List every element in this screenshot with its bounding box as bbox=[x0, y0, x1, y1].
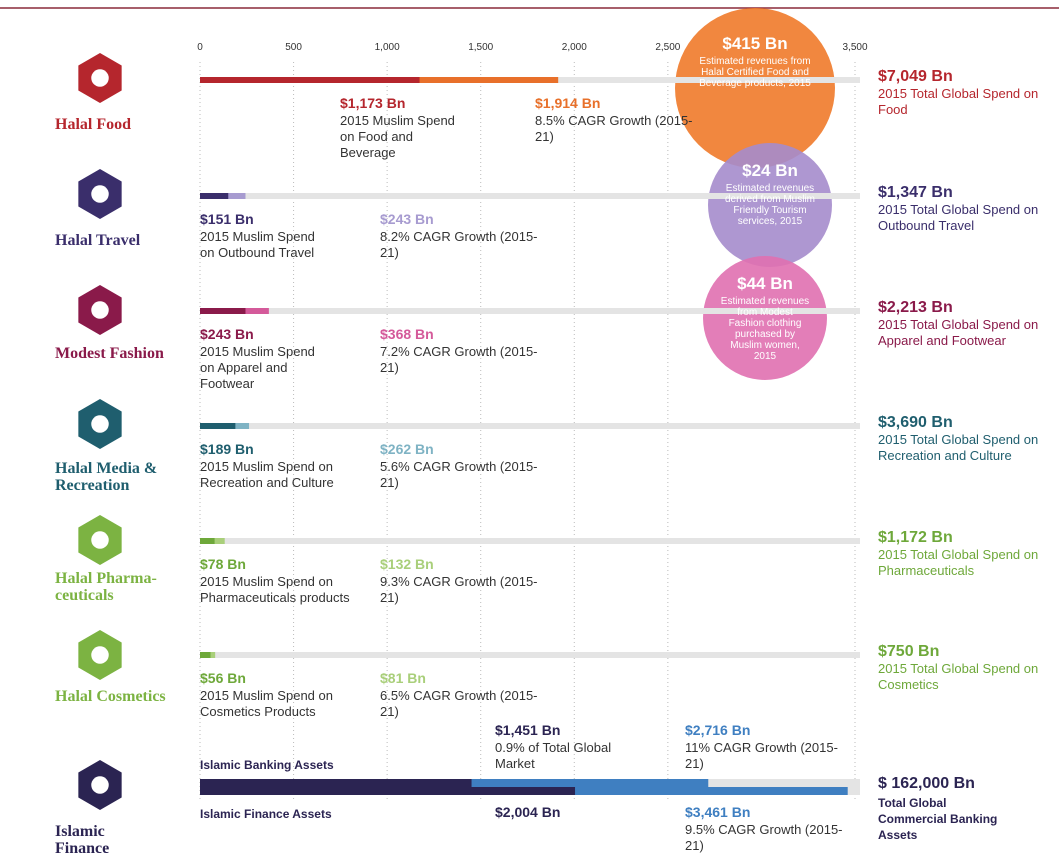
bar bbox=[200, 652, 211, 658]
bubble-value: $24 Bn bbox=[742, 160, 798, 180]
total-label: $7,049 Bn bbox=[878, 68, 953, 85]
value-label: $56 Bn bbox=[200, 670, 246, 686]
x-tick-label: 500 bbox=[285, 42, 302, 53]
bar-track bbox=[200, 652, 860, 658]
bubble-value: $44 Bn bbox=[737, 273, 793, 293]
value-note: 11% CAGR Growth (2015-21) bbox=[685, 740, 838, 771]
value-note: 2015 Muslim Spend on Outbound Travel bbox=[200, 229, 315, 260]
value-note: 6.5% CAGR Growth (2015-21) bbox=[380, 688, 538, 719]
total-note: 2015 Total Global Spend on Cosmetics bbox=[878, 661, 1039, 692]
total-label: $1,172 Bn bbox=[878, 529, 953, 546]
total-note: 2015 Total Global Spend on Food bbox=[878, 86, 1039, 117]
value-label: $3,461 Bn bbox=[685, 804, 751, 820]
bubble bbox=[708, 143, 832, 267]
bar bbox=[200, 308, 246, 314]
bar bbox=[200, 787, 576, 795]
value-label: $243 Bn bbox=[380, 211, 434, 227]
total-note: 2015 Total Global Spend on Recreation an… bbox=[878, 432, 1039, 463]
value-note: 0.9% of Total Global Market bbox=[495, 740, 612, 771]
value-label: $132 Bn bbox=[380, 556, 434, 572]
bar bbox=[200, 77, 420, 83]
value-label: $189 Bn bbox=[200, 441, 254, 457]
x-tick-label: 0 bbox=[197, 42, 203, 53]
sector-name: Halal Cosmetics bbox=[55, 688, 166, 705]
value-label: $2,716 Bn bbox=[685, 722, 751, 738]
bar-track bbox=[200, 538, 860, 544]
sector-name: Modest Fashion bbox=[55, 345, 164, 362]
value-note: 8.5% CAGR Growth (2015-21) bbox=[535, 113, 693, 144]
bar bbox=[200, 779, 472, 787]
icon-glyph bbox=[91, 776, 109, 794]
bar-track bbox=[200, 193, 860, 199]
value-note: 2015 Muslim Spend on Food and Beverage bbox=[340, 113, 455, 160]
sector-name: Halal Media & Recreation bbox=[55, 460, 158, 494]
total-label: $3,690 Bn bbox=[878, 414, 953, 431]
bar bbox=[200, 538, 215, 544]
bubble bbox=[675, 8, 835, 168]
value-label: $1,451 Bn bbox=[495, 722, 561, 738]
value-label: $368 Bn bbox=[380, 326, 434, 342]
row-name: Islamic Banking Assets bbox=[200, 758, 334, 772]
value-label: $243 Bn bbox=[200, 326, 254, 342]
bubble-note: Estimated revenues from Halal Certified … bbox=[699, 56, 811, 89]
sector-name: Halal Pharma-ceuticals bbox=[55, 570, 157, 604]
value-note: 2015 Muslim Spend on Apparel and Footwea… bbox=[200, 344, 315, 391]
value-note: 2015 Muslim Spend on Recreation and Cult… bbox=[200, 459, 334, 490]
value-note: 2015 Muslim Spend on Cosmetics Products bbox=[200, 688, 333, 719]
value-label: $151 Bn bbox=[200, 211, 254, 227]
bubble-note: Estimated revenues from Modest Fashion c… bbox=[720, 295, 810, 362]
value-label: $1,914 Bn bbox=[535, 95, 601, 111]
value-label: $81 Bn bbox=[380, 670, 426, 686]
icon-glyph bbox=[91, 185, 109, 203]
total-note: 2015 Total Global Spend on Pharmaceutica… bbox=[878, 547, 1039, 578]
value-note: 2015 Muslim Spend on Pharmaceuticals pro… bbox=[200, 574, 350, 605]
sector-name: Halal Travel bbox=[55, 232, 141, 249]
value-note: 9.5% CAGR Growth (2015-21) bbox=[685, 822, 843, 853]
row-name: Islamic Finance Assets bbox=[200, 807, 332, 821]
x-tick-label: 1,500 bbox=[468, 42, 494, 53]
value-note: 9.3% CAGR Growth (2015-21) bbox=[380, 574, 538, 605]
bubble-note: Estimated revenues derived from Muslim F… bbox=[724, 182, 816, 227]
value-label: $2,004 Bn bbox=[495, 804, 561, 820]
icon-glyph bbox=[91, 646, 109, 664]
total-label: $1,347 Bn bbox=[878, 184, 953, 201]
bar bbox=[200, 193, 229, 199]
value-label: $78 Bn bbox=[200, 556, 246, 572]
bubble bbox=[703, 256, 827, 380]
value-note: 5.6% CAGR Growth (2015-21) bbox=[380, 459, 538, 490]
value-label: $1,173 Bn bbox=[340, 95, 406, 111]
total-note: 2015 Total Global Spend on Apparel and F… bbox=[878, 317, 1039, 348]
sector-name: Islamic Finance bbox=[55, 823, 110, 857]
value-label: $262 Bn bbox=[380, 441, 434, 457]
x-tick-label: 1,000 bbox=[374, 42, 400, 53]
icon-glyph bbox=[91, 69, 109, 87]
icon-glyph bbox=[91, 301, 109, 319]
bar bbox=[200, 423, 236, 429]
x-tick-label: 2,500 bbox=[655, 42, 681, 53]
x-tick-label: 3,500 bbox=[842, 42, 868, 53]
bar-track bbox=[200, 423, 860, 429]
total-note: 2015 Total Global Spend on Outbound Trav… bbox=[878, 202, 1039, 233]
icon-glyph bbox=[91, 415, 109, 433]
x-tick-label: 2,000 bbox=[561, 42, 587, 53]
bubble-value: $415 Bn bbox=[722, 34, 788, 53]
total-label: $2,213 Bn bbox=[878, 299, 953, 316]
sector-name: Halal Food bbox=[55, 116, 132, 133]
total-note: Total Global Commercial Banking Assets bbox=[878, 796, 998, 842]
value-note: 8.2% CAGR Growth (2015-21) bbox=[380, 229, 538, 260]
value-note: 7.2% CAGR Growth (2015-21) bbox=[380, 344, 538, 375]
total-label: $750 Bn bbox=[878, 643, 940, 660]
icon-glyph bbox=[91, 531, 109, 549]
bar-track bbox=[200, 308, 860, 314]
total-label: $ 162,000 Bn bbox=[878, 775, 975, 792]
